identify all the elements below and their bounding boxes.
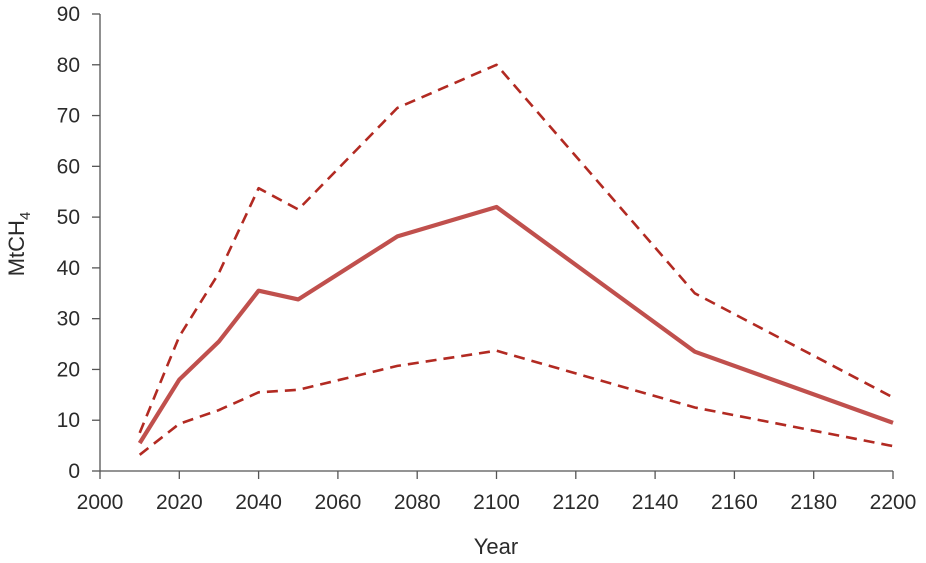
y-axis-title-main: MtCH [4,220,29,276]
y-tick-label: 30 [57,308,80,331]
x-tick-label: 2160 [711,491,758,514]
y-axis-ticks: 0 10 20 30 40 50 60 70 80 90 [57,3,100,483]
x-tick-label: 2140 [632,491,679,514]
y-tick-label: 20 [57,358,80,381]
y-tick-label: 70 [57,105,80,128]
y-tick-label: 60 [57,155,80,178]
dashed-series-line-2 [138,349,894,456]
y-tick-label: 90 [57,3,80,26]
x-tick-label: 2200 [870,491,917,514]
x-tick-label: 2060 [315,491,362,514]
x-tick-label: 2000 [77,491,124,514]
x-axis-title: Year [474,534,518,559]
y-tick-label: 50 [57,206,80,229]
y-axis-title: MtCH4 [4,212,34,277]
dashed-series-line-1 [138,63,894,434]
y-tick-label: 10 [57,409,80,432]
y-tick-label: 40 [57,257,80,280]
plot-area [99,14,893,472]
x-tick-label: 2180 [790,491,837,514]
x-tick-label: 2100 [473,491,520,514]
y-tick-label: 0 [68,460,80,483]
series-layer [137,63,894,456]
y-axis-title-subscript: 4 [17,212,34,220]
solid-series-line-0 [137,204,894,445]
x-tick-label: 2120 [552,491,599,514]
y-tick-label: 80 [57,54,80,77]
x-tick-label: 2040 [235,491,282,514]
x-tick-label: 2020 [156,491,203,514]
x-axis-ticks: 2000 2020 2040 2060 2080 2100 2120 2140 2160 2180… [77,471,917,514]
x-tick-label: 2080 [394,491,441,514]
